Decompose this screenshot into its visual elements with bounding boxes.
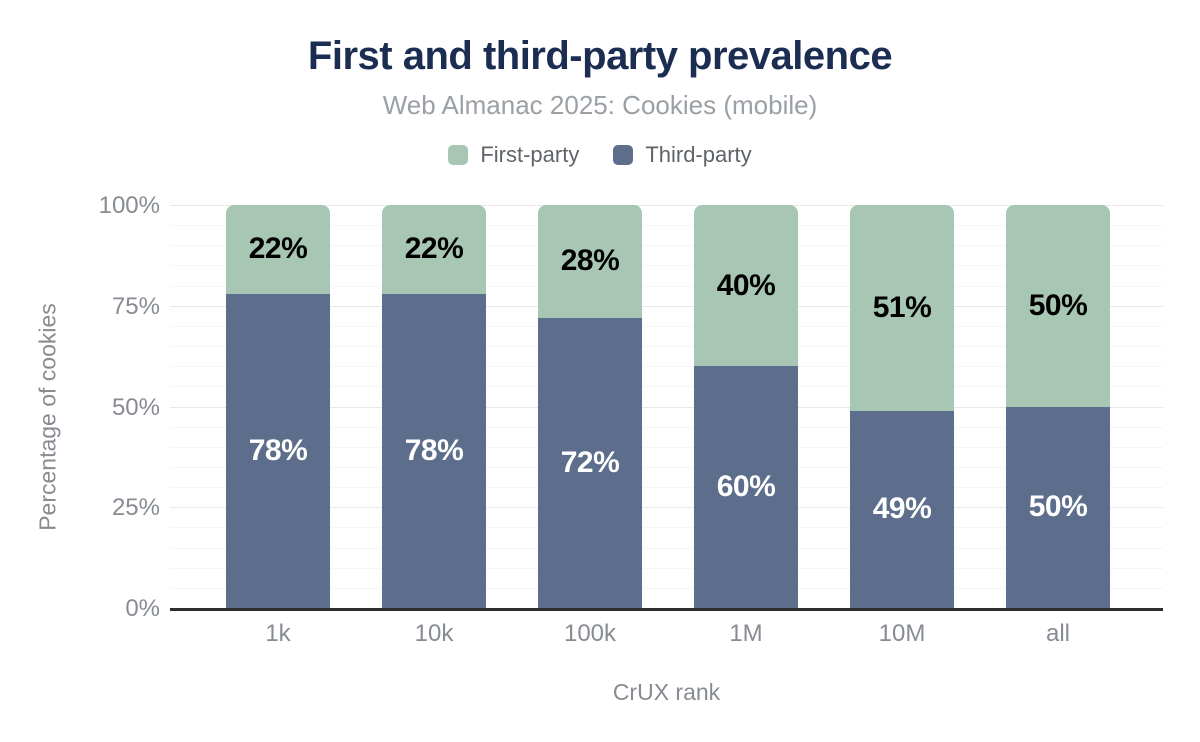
gridline xyxy=(170,325,1163,327)
segment-third-party-1M: 60% xyxy=(694,366,798,608)
y-tick-label: 0% xyxy=(125,595,160,622)
chart-title: First and third-party prevalence xyxy=(307,34,893,78)
segment-third-party-10k: 78% xyxy=(382,293,486,608)
gridline xyxy=(170,466,1163,468)
x-tick-label-all: all xyxy=(1045,620,1071,647)
legend: First-party Third-party xyxy=(0,142,1200,168)
segment-first-party-10k: 22% xyxy=(382,205,486,294)
x-tick-label-1k: 1k xyxy=(265,620,291,647)
plot-area: 22% 78% 22% 78% 28% 72% 40% 60% 51% 49% 50% 50% xyxy=(170,205,1163,611)
segment-first-party-1k: 22% xyxy=(226,205,330,294)
gridline xyxy=(170,346,1163,348)
gridline xyxy=(170,426,1163,428)
y-axis-title: Percentage of cookies xyxy=(34,303,61,531)
segment-first-party-1M: 40% xyxy=(694,205,798,367)
gridline xyxy=(170,366,1163,368)
bar-10k: 22% 78% xyxy=(382,205,486,608)
segment-third-party-100k: 72% xyxy=(538,317,642,608)
bar-10M: 51% 49% xyxy=(850,205,954,608)
third-party-swatch-icon xyxy=(613,145,634,165)
data-label: 22% xyxy=(404,232,464,266)
x-axis-title: CrUX rank xyxy=(612,679,721,705)
data-label: 50% xyxy=(1028,490,1088,524)
data-label: 78% xyxy=(248,433,308,467)
gridline xyxy=(170,567,1163,569)
y-tick-label: 50% xyxy=(111,393,160,421)
bar-100k: 28% 72% xyxy=(538,205,642,608)
segment-first-party-100k: 28% xyxy=(538,205,642,318)
data-label: 40% xyxy=(716,268,776,302)
x-axis-line xyxy=(170,608,1163,611)
legend-item-first-party[interactable]: First-party xyxy=(448,142,579,168)
y-tick-label: 100% xyxy=(98,192,160,219)
data-label: 60% xyxy=(716,470,776,504)
segment-first-party-all: 50% xyxy=(1006,205,1110,407)
gridline xyxy=(170,487,1163,489)
data-label: 78% xyxy=(404,433,464,467)
gridline xyxy=(170,205,1163,206)
data-label: 50% xyxy=(1028,288,1088,322)
gridline xyxy=(170,507,1163,509)
gridline xyxy=(170,587,1163,589)
bar-1k: 22% 78% xyxy=(226,205,330,608)
chart-subtitle: Web Almanac 2025: Cookies (mobile) xyxy=(382,90,818,120)
legend-label-third-party: Third-party xyxy=(645,142,752,167)
x-tick-label-10M: 10M xyxy=(878,620,926,647)
gridline xyxy=(170,285,1163,287)
gridline xyxy=(170,386,1163,388)
gridline xyxy=(170,527,1163,529)
legend-item-third-party[interactable]: Third-party xyxy=(613,142,752,168)
segment-first-party-10M: 51% xyxy=(850,205,954,411)
data-label: 22% xyxy=(248,232,308,266)
x-tick-label-10k: 10k xyxy=(414,620,454,647)
segment-third-party-1k: 78% xyxy=(226,293,330,608)
bar-all: 50% 50% xyxy=(1006,205,1110,608)
y-tick-label: 75% xyxy=(111,292,160,320)
data-label: 72% xyxy=(560,445,620,479)
first-party-swatch-icon xyxy=(448,145,469,165)
data-label: 51% xyxy=(872,290,932,324)
gridline xyxy=(170,245,1163,247)
data-label: 28% xyxy=(560,244,620,278)
bar-1M: 40% 60% xyxy=(694,205,798,608)
gridline xyxy=(170,547,1163,549)
gridline xyxy=(170,446,1163,448)
gridline xyxy=(170,265,1163,267)
segment-third-party-10M: 49% xyxy=(850,410,954,608)
data-label: 49% xyxy=(872,492,932,526)
legend-label-first-party: First-party xyxy=(480,142,580,167)
segment-third-party-all: 50% xyxy=(1006,406,1110,608)
x-tick-label-1M: 1M xyxy=(729,620,763,647)
y-tick-label: 25% xyxy=(111,494,160,522)
gridline xyxy=(170,225,1163,227)
x-tick-label-100k: 100k xyxy=(563,620,617,647)
gridline xyxy=(170,406,1163,408)
gridline xyxy=(170,305,1163,307)
